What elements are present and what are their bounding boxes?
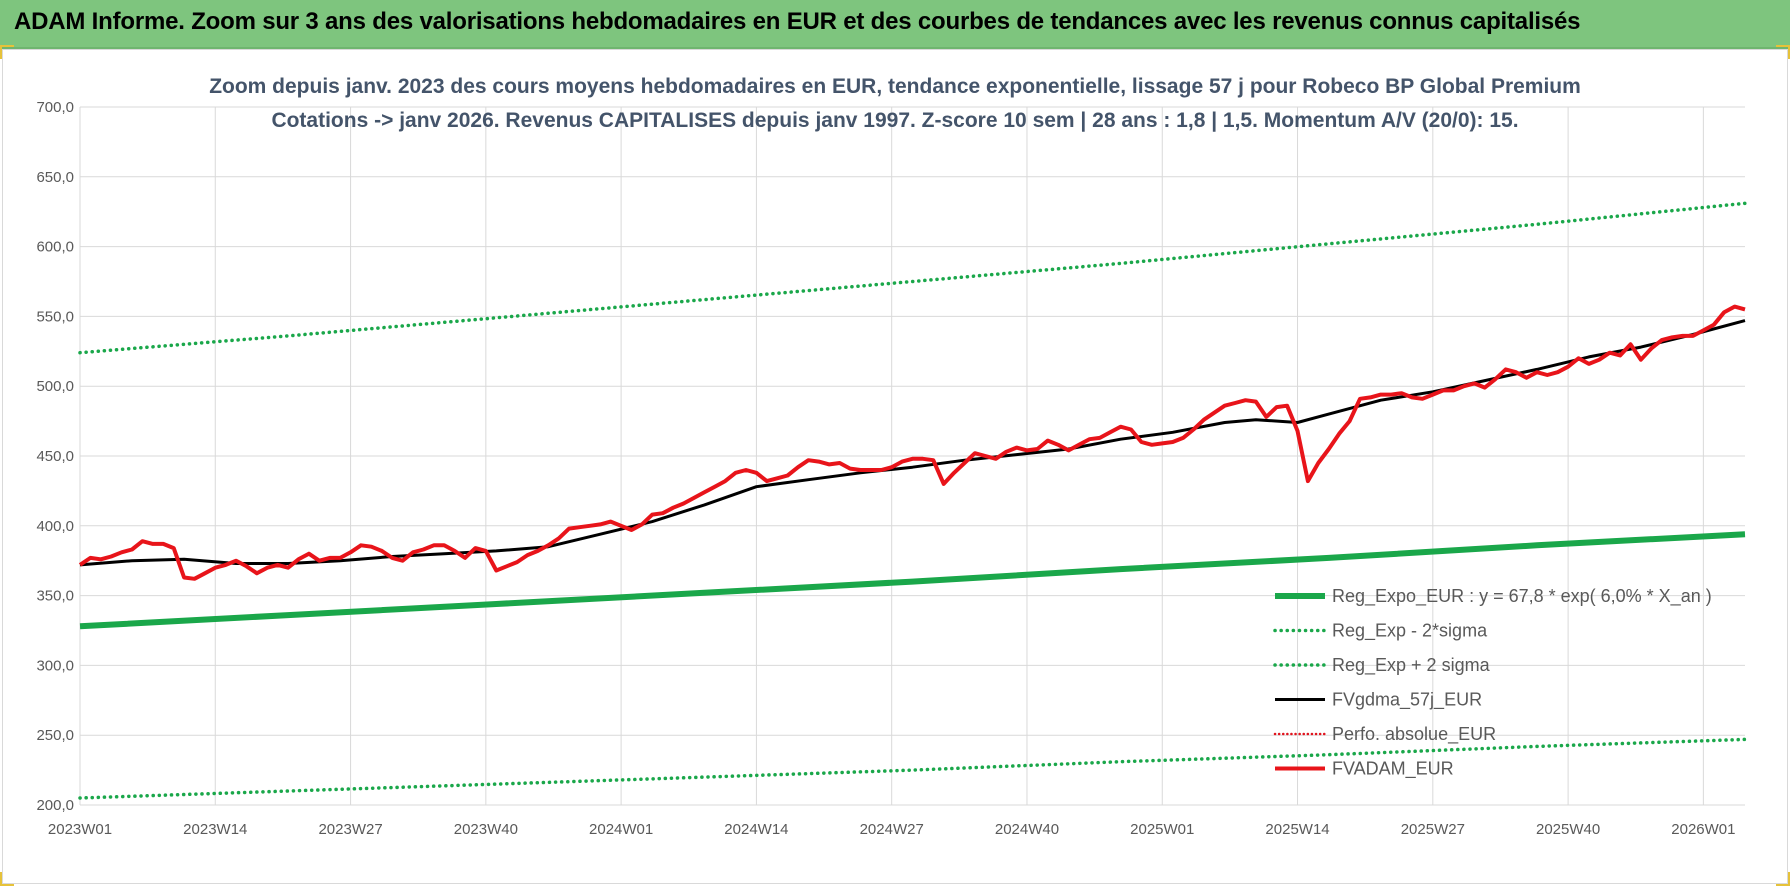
corner-marker (1776, 872, 1790, 886)
corner-marker (0, 872, 14, 886)
y-tick-label: 350,0 (36, 588, 74, 605)
legend-label: FVADAM_EUR (1332, 759, 1454, 780)
x-tick-label: 2024W14 (724, 821, 788, 838)
x-tick-label: 2024W40 (995, 821, 1059, 838)
plot-border (2, 49, 1788, 884)
legend-label: Reg_Exp + 2 sigma (1332, 655, 1491, 676)
y-tick-label: 550,0 (36, 308, 74, 325)
x-tick-label: 2023W40 (454, 821, 518, 838)
chart-title-line-2: Cotations -> janv 2026. Revenus CAPITALI… (271, 109, 1518, 132)
y-tick-label: 450,0 (36, 448, 74, 465)
legend-label: Perfo. absolue_EUR (1332, 724, 1496, 745)
x-tick-label: 2023W01 (48, 821, 112, 838)
chart-title-line-1: Zoom depuis janv. 2023 des cours moyens … (209, 75, 1581, 98)
y-tick-label: 250,0 (36, 727, 74, 744)
legend-label: FVgdma_57j_EUR (1332, 690, 1482, 711)
series-line (78, 304, 1746, 581)
y-tick-label: 200,0 (36, 797, 74, 814)
series-line (79, 319, 1746, 567)
x-tick-label: 2024W27 (860, 821, 924, 838)
x-tick-label: 2025W14 (1265, 821, 1329, 838)
x-tick-label: 2025W40 (1536, 821, 1600, 838)
corner-marker (0, 45, 14, 59)
x-tick-label: 2025W01 (1130, 821, 1194, 838)
x-tick-label: 2025W27 (1401, 821, 1465, 838)
series-line (79, 531, 1746, 630)
header-banner: ADAM Informe. Zoom sur 3 ans des valoris… (0, 0, 1790, 49)
series-lines (78, 201, 1747, 800)
x-axis-ticks: 2023W01 2023W14 2023W27 2023W40 2024W01 2024W… (48, 821, 1736, 838)
grid (79, 106, 1745, 806)
legend-label: Reg_Exp - 2*sigma (1332, 621, 1488, 642)
y-axis-ticks: 700,0 650,0 600,0 550,0 500,0 450,0 400,0 350,0… (36, 99, 74, 814)
x-tick-label: 2023W27 (318, 821, 382, 838)
x-tick-label: 2023W14 (183, 821, 247, 838)
y-tick-label: 500,0 (36, 378, 74, 395)
corner-marker (1776, 45, 1790, 59)
legend-label: Reg_Expo_EUR : y = 67,8 * exp( 6,0% * X_… (1332, 586, 1712, 607)
y-tick-label: 700,0 (36, 99, 74, 116)
y-tick-label: 300,0 (36, 657, 74, 674)
page-title: ADAM Informe. Zoom sur 3 ans des valoris… (14, 8, 1581, 35)
y-tick-label: 400,0 (36, 518, 74, 535)
series-line (78, 201, 1747, 355)
x-tick-label: 2026W01 (1671, 821, 1735, 838)
legend: Reg_Expo_EUR : y = 67,8 * exp( 6,0% * X_… (1273, 586, 1712, 780)
series-line (78, 737, 1747, 800)
y-tick-label: 600,0 (36, 239, 74, 256)
y-tick-label: 650,0 (36, 169, 74, 186)
x-tick-label: 2024W01 (589, 821, 653, 838)
